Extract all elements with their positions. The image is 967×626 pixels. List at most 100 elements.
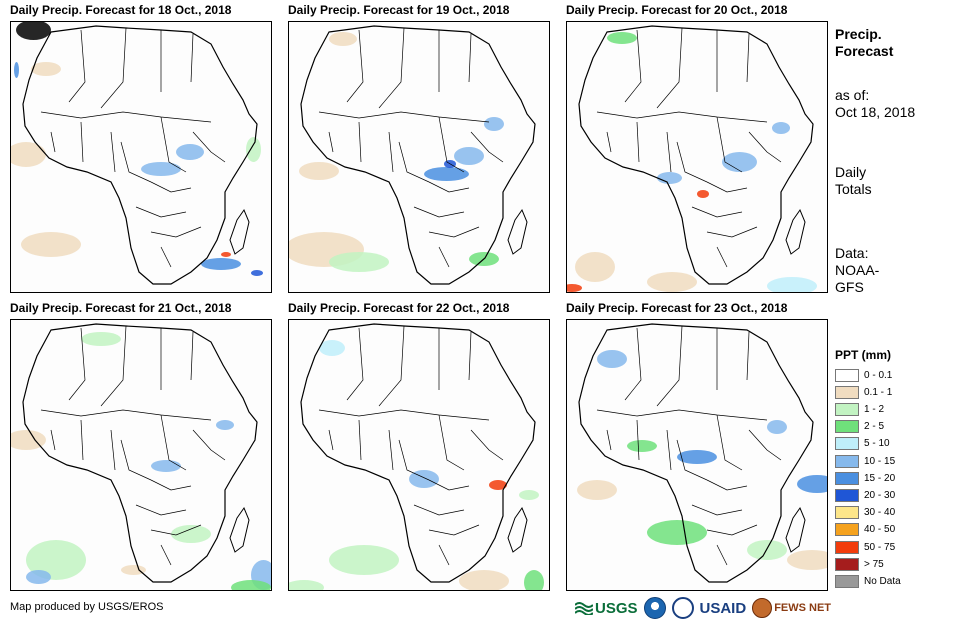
legend-swatch <box>835 385 859 399</box>
country-border <box>318 409 490 421</box>
country-border <box>328 131 334 153</box>
legend-item: 1 - 2 <box>835 402 884 416</box>
country-border <box>428 226 480 238</box>
country-border <box>160 246 172 268</box>
legend-swatch <box>835 488 859 502</box>
precip-area <box>772 122 790 134</box>
legend-swatch <box>835 557 859 571</box>
daily-totals-label: Daily Totals <box>835 164 872 198</box>
forecast-map-22[interactable] <box>288 319 550 591</box>
legend-label: 1 - 2 <box>864 403 885 415</box>
usgs-wave-icon <box>575 602 593 615</box>
africa-map <box>11 323 271 590</box>
data-source: Data: NOAA- GFS <box>835 245 879 296</box>
africa-map <box>567 25 817 292</box>
precip-area <box>647 272 697 292</box>
forecast-map-20[interactable] <box>566 21 828 293</box>
africa-map <box>289 25 536 285</box>
forecast-map-18[interactable] <box>10 21 272 293</box>
country-border <box>358 419 362 461</box>
precip-area <box>484 117 504 131</box>
country-border <box>50 131 56 153</box>
country-border <box>150 524 202 536</box>
madagascar-outline <box>785 506 806 553</box>
legend-item: 10 - 15 <box>835 454 895 468</box>
legend-label: 20 - 30 <box>864 489 896 501</box>
precip-area <box>201 258 241 270</box>
country-border <box>656 325 683 407</box>
data-line-3: GFS <box>835 279 864 295</box>
forecast-panel-19: Daily Precip. Forecast for 19 Oct., 2018 <box>288 3 550 293</box>
precip-area <box>26 570 51 584</box>
country-border <box>160 414 187 471</box>
africa-map <box>289 323 544 590</box>
country-border <box>438 246 450 268</box>
as-of-date: as of: Oct 18, 2018 <box>835 87 915 121</box>
precip-area <box>11 142 46 167</box>
partner-logos: USGS USAID FEWS NET <box>575 594 831 622</box>
precip-area <box>16 22 51 40</box>
country-border <box>691 504 743 516</box>
legend-item: 20 - 30 <box>835 488 895 502</box>
continent-outline <box>300 25 536 285</box>
legend-item: 40 - 50 <box>835 523 895 537</box>
panel-title: Daily Precip. Forecast for 20 Oct., 2018 <box>566 3 788 17</box>
precip-area <box>767 420 787 434</box>
forecast-panel-20: Daily Precip. Forecast for 20 Oct., 2018 <box>566 3 828 293</box>
country-border <box>676 141 708 183</box>
country-border <box>378 27 405 109</box>
legend-title: PPT (mm) <box>835 348 892 362</box>
country-border <box>100 325 127 407</box>
country-border <box>100 27 127 109</box>
data-line-2: NOAA- <box>835 262 880 278</box>
africa-map <box>577 323 827 583</box>
country-border <box>716 116 743 173</box>
precip-area <box>216 420 234 430</box>
precip-area <box>299 162 339 180</box>
country-border <box>150 181 192 193</box>
precip-area <box>231 580 271 590</box>
panel-title: Daily Precip. Forecast for 18 Oct., 2018 <box>10 3 232 17</box>
usaid-seal-icon <box>671 597 694 619</box>
legend-swatch <box>835 506 859 520</box>
precip-area <box>121 565 146 575</box>
legend-swatch <box>835 402 859 416</box>
precip-area <box>454 147 484 165</box>
legend-item: 0 - 0.1 <box>835 368 892 382</box>
precip-area <box>767 277 817 292</box>
legend-label: 5 - 10 <box>864 438 890 450</box>
forecast-map-19[interactable] <box>288 21 550 293</box>
country-border <box>438 116 465 173</box>
country-border <box>606 131 612 153</box>
country-border <box>40 111 212 123</box>
precip-area <box>176 144 204 160</box>
legend-item: No Data <box>835 574 901 588</box>
country-border <box>68 327 86 401</box>
forecast-map-23[interactable] <box>566 319 828 591</box>
precip-area <box>575 252 615 282</box>
precip-area <box>221 252 231 257</box>
country-border <box>470 429 504 461</box>
country-border <box>388 131 394 173</box>
precip-area <box>171 525 211 543</box>
madagascar-outline <box>785 208 806 255</box>
country-border <box>716 544 728 566</box>
precip-area <box>14 62 19 78</box>
legend-swatch <box>835 454 859 468</box>
country-border <box>40 409 212 421</box>
forecast-map-21[interactable] <box>10 319 272 591</box>
country-border <box>716 414 743 471</box>
precip-area <box>21 232 81 257</box>
country-border <box>438 544 450 566</box>
forecast-panel-23: Daily Precip. Forecast for 23 Oct., 2018 <box>566 301 828 591</box>
legend-label: 50 - 75 <box>864 541 896 553</box>
country-border <box>135 206 187 218</box>
usaid-logo: USAID <box>699 599 747 617</box>
precip-area <box>319 340 345 356</box>
legend-swatch <box>835 437 859 451</box>
heading-line-1: Precip. <box>835 26 882 42</box>
country-border <box>624 327 642 401</box>
legend-item: 2 - 5 <box>835 420 884 434</box>
country-border <box>428 181 470 193</box>
legend-item: 15 - 20 <box>835 471 895 485</box>
